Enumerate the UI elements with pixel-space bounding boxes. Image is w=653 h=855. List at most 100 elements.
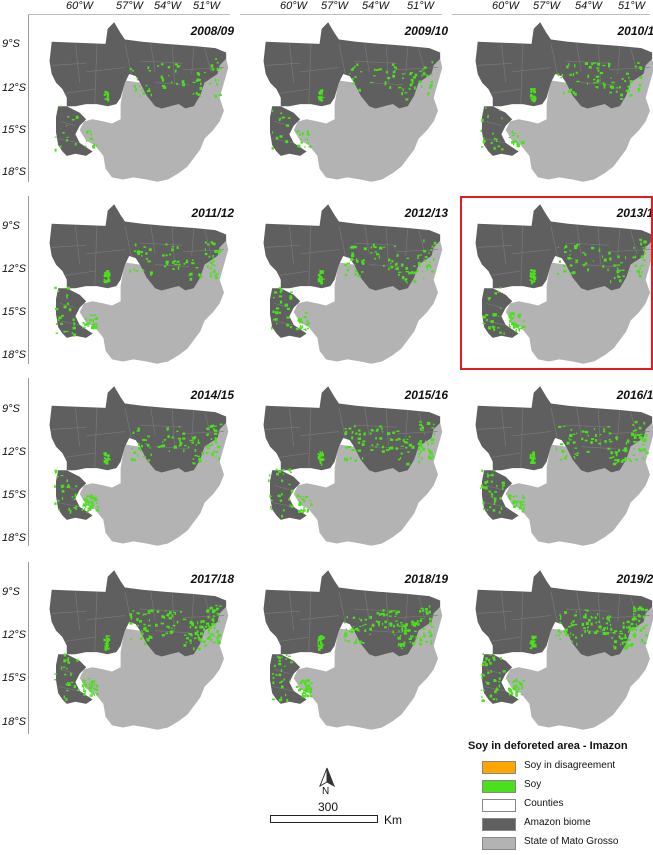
top-rule — [28, 14, 230, 15]
soy-patch — [84, 693, 86, 695]
soy-patch — [389, 86, 391, 89]
soy-patch — [390, 439, 393, 441]
soy-patch — [391, 266, 394, 269]
soy-patch — [405, 98, 408, 100]
soy-patch — [488, 491, 491, 493]
soy-patch — [603, 627, 606, 629]
soy-patch — [610, 624, 611, 626]
soy-patch — [86, 131, 88, 133]
soy-patch — [611, 82, 614, 83]
soy-patch — [306, 694, 309, 697]
soy-patch — [283, 509, 285, 511]
soy-patch — [428, 252, 429, 254]
soy-patch — [208, 434, 210, 436]
soy-patch — [598, 443, 601, 445]
mato-grosso-map — [40, 200, 240, 368]
soy-patch — [565, 633, 567, 636]
soy-patch — [533, 454, 535, 456]
soy-patch — [148, 261, 151, 263]
soy-patch — [563, 630, 564, 632]
soy-patch — [411, 79, 414, 81]
soy-patch — [217, 640, 219, 642]
row-rule — [28, 562, 29, 734]
soy-patch — [298, 318, 301, 320]
soy-patch — [285, 304, 288, 307]
soy-patch — [210, 275, 212, 277]
soy-patch — [410, 641, 411, 643]
soy-patch — [215, 605, 217, 606]
soy-patch — [481, 696, 482, 698]
soy-patch — [166, 254, 168, 256]
soy-patch — [390, 623, 392, 626]
soy-patch — [483, 508, 486, 509]
soy-patch — [402, 77, 404, 79]
soy-patch — [172, 436, 174, 438]
soy-patch — [132, 610, 134, 612]
soy-patch — [619, 631, 622, 633]
soy-patch — [396, 430, 399, 432]
lat-label-12s: 12°S — [2, 82, 26, 94]
soy-patch — [94, 314, 96, 316]
soy-patch — [288, 656, 291, 657]
soy-patch — [96, 323, 97, 326]
soy-patch — [411, 620, 414, 622]
soy-patch — [420, 442, 422, 444]
soy-patch — [279, 287, 281, 289]
soy-patch — [134, 85, 136, 88]
soy-patch — [59, 509, 60, 511]
soy-patch — [272, 147, 274, 150]
soy-patch — [215, 456, 216, 457]
soy-patch — [598, 621, 600, 623]
soy-patch — [182, 80, 185, 83]
soy-patch — [628, 458, 630, 459]
soy-patch — [419, 421, 422, 422]
row-rule — [28, 378, 29, 546]
soy-patch — [634, 448, 635, 450]
soy-patch — [490, 670, 492, 672]
soy-patch — [96, 145, 97, 146]
soy-patch — [358, 429, 360, 431]
soy-patch — [301, 321, 302, 324]
soy-patch — [496, 698, 497, 700]
soy-patch — [309, 687, 312, 690]
soy-patch — [370, 432, 372, 434]
soy-patch — [495, 689, 498, 691]
soy-patch — [530, 457, 532, 459]
soy-patch — [91, 501, 93, 504]
soy-patch — [427, 268, 428, 270]
soy-patch — [431, 442, 433, 444]
soy-patch — [184, 634, 187, 635]
soy-patch — [593, 82, 595, 83]
soy-patch — [515, 678, 516, 679]
soy-patch — [563, 92, 565, 94]
soy-patch — [559, 622, 561, 624]
soy-patch — [195, 444, 196, 446]
soy-patch — [82, 327, 85, 329]
soy-patch — [425, 256, 428, 258]
soy-patch — [85, 503, 87, 504]
soy-patch — [280, 500, 282, 502]
legend-item: State of Mato Grosso — [468, 836, 648, 855]
soy-patch — [383, 265, 384, 267]
soy-patch — [595, 439, 597, 442]
soy-patch — [624, 634, 626, 637]
soy-patch — [72, 496, 74, 498]
soy-patch — [481, 699, 484, 702]
map-panel: 2015/16 — [254, 382, 454, 550]
soy-patch — [359, 626, 361, 627]
soy-patch — [186, 642, 188, 644]
soy-patch — [587, 451, 590, 453]
soy-patch — [573, 434, 575, 435]
soy-patch — [638, 620, 640, 622]
soy-patch — [405, 278, 408, 280]
soy-patch — [379, 247, 382, 250]
soy-patch — [624, 637, 627, 639]
soy-patch — [194, 455, 197, 456]
soy-patch — [194, 638, 197, 640]
soy-patch — [140, 449, 142, 451]
soy-patch — [637, 434, 640, 436]
soy-patch — [54, 679, 56, 680]
soy-patch — [136, 618, 138, 621]
soy-patch — [361, 271, 364, 273]
soy-patch — [87, 502, 90, 504]
